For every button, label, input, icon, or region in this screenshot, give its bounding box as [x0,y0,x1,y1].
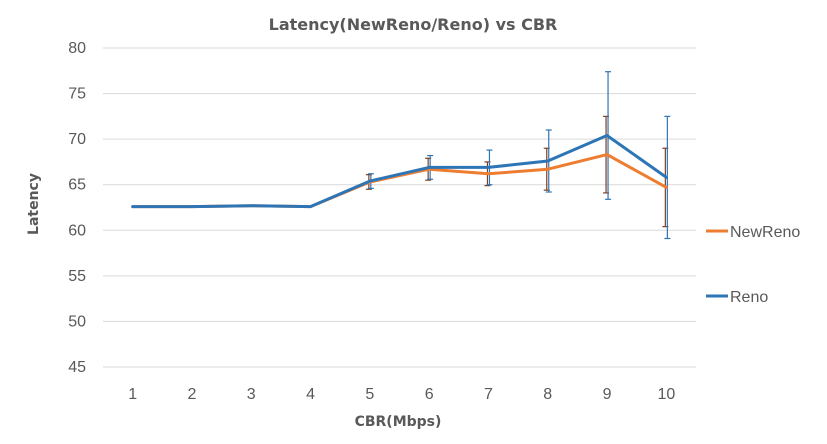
y-tick-label: 60 [68,222,86,239]
x-tick-label: 3 [247,386,256,403]
series-line-reno [131,134,668,209]
x-tick-label: 7 [484,386,493,403]
legend: NewReno Reno [706,224,800,306]
y-tick-labels: 45 50 55 60 65 70 75 80 [68,40,86,376]
x-tick-label: 9 [603,386,612,403]
series-line-newreno [131,153,668,209]
x-tick-label: 4 [306,386,315,403]
gridlines [103,47,696,368]
x-tick-labels: 1 2 3 4 5 6 7 8 9 10 [128,386,675,403]
x-tick-label: 8 [543,386,552,403]
error-bars [365,71,671,240]
y-tick-label: 65 [68,177,86,194]
legend-label-newreno: NewReno [730,224,800,241]
x-tick-label: 10 [657,386,675,403]
x-tick-label: 5 [365,386,374,403]
y-tick-label: 75 [68,86,86,103]
y-tick-label: 45 [68,359,86,376]
y-tick-label: 50 [68,313,86,330]
x-tick-label: 1 [128,386,137,403]
x-tick-label: 6 [425,386,434,403]
legend-label-reno: Reno [730,289,768,306]
chart-title: Latency(NewReno/Reno) vs CBR [269,15,558,34]
y-tick-label: 55 [68,268,86,285]
x-axis-title: CBR(Mbps) [355,414,442,430]
x-tick-label: 2 [187,386,196,403]
y-tick-label: 80 [68,40,86,57]
y-axis-title: Latency [26,173,42,235]
y-tick-label: 70 [68,131,86,148]
series-lines [131,134,668,209]
